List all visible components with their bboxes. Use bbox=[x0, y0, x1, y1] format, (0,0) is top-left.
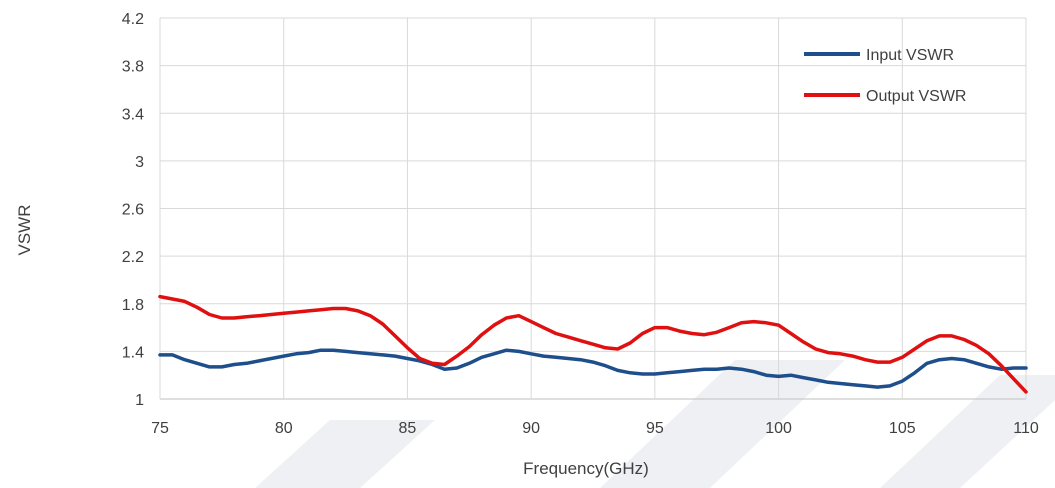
x-axis-title: Frequency(GHz) bbox=[523, 459, 649, 478]
x-tick-label: 105 bbox=[889, 420, 916, 437]
x-tick-label: 95 bbox=[646, 420, 664, 437]
y-tick-label: 3.8 bbox=[122, 59, 144, 76]
y-tick-label: 4.2 bbox=[122, 11, 144, 28]
x-tick-label: 75 bbox=[151, 420, 169, 437]
x-axis-tick-labels: 75 80 85 90 95 100 105 110 bbox=[151, 420, 1039, 437]
y-tick-label: 2.2 bbox=[122, 249, 144, 266]
y-tick-label: 1.4 bbox=[122, 344, 144, 361]
x-tick-label: 80 bbox=[275, 420, 293, 437]
x-tick-label: 90 bbox=[522, 420, 540, 437]
series-line bbox=[158, 348, 1028, 389]
y-tick-label: 2.6 bbox=[122, 202, 144, 219]
grid-lines bbox=[159, 17, 1027, 400]
y-axis-title: VSWR bbox=[15, 205, 34, 256]
x-tick-label: 85 bbox=[399, 420, 417, 437]
watermark-stripe bbox=[255, 420, 435, 488]
series-line bbox=[158, 294, 1028, 394]
series-lines bbox=[158, 294, 1028, 394]
watermark-stripe bbox=[880, 375, 1055, 488]
x-tick-label: 110 bbox=[1013, 420, 1039, 437]
watermark-stripe bbox=[600, 360, 845, 488]
y-tick-label: 3.4 bbox=[122, 106, 144, 123]
y-tick-label: 1.8 bbox=[122, 297, 144, 314]
y-axis-tick-labels: 1 1.4 1.8 2.2 2.6 3 3.4 3.8 4.2 bbox=[122, 11, 144, 409]
y-tick-label: 1 bbox=[135, 392, 144, 409]
legend-label: Input VSWR bbox=[866, 47, 954, 64]
x-tick-label: 100 bbox=[765, 420, 792, 437]
y-tick-label: 3 bbox=[135, 154, 144, 171]
legend: Input VSWR Output VSWR bbox=[804, 47, 966, 105]
legend-label: Output VSWR bbox=[866, 88, 966, 105]
